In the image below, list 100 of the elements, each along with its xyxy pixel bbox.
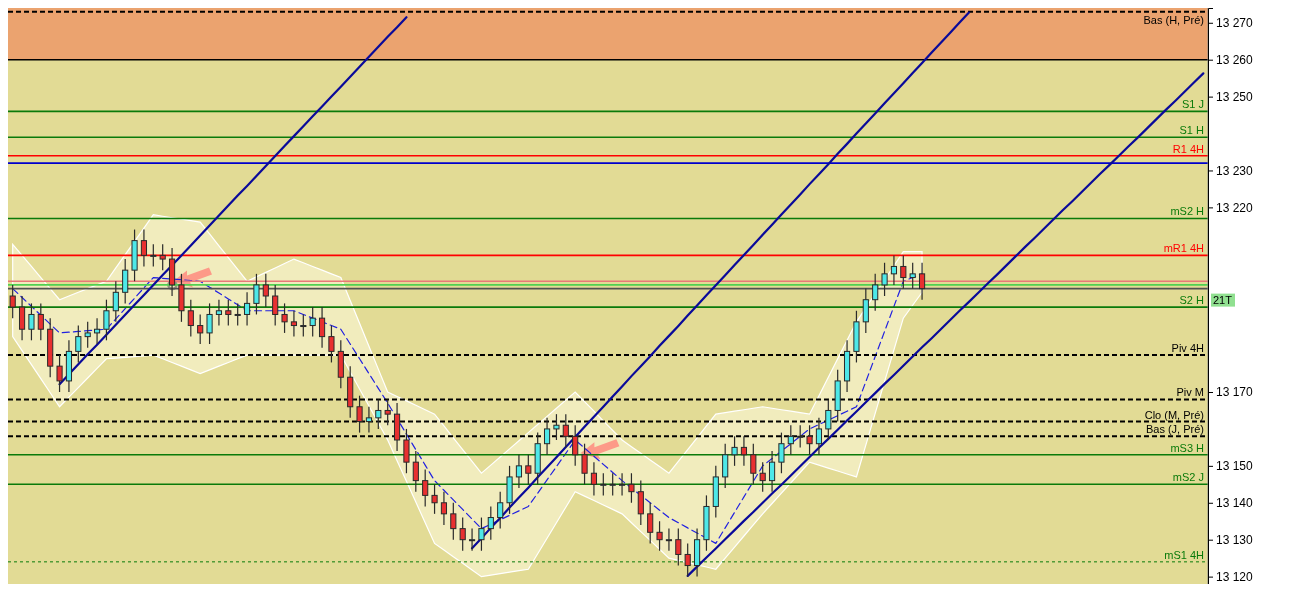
candlestick: [28, 302, 35, 341]
candlestick: [122, 258, 129, 304]
candlestick: [759, 461, 766, 493]
candlestick: [422, 468, 429, 508]
candlestick: [515, 454, 523, 489]
line-series: [470, 11, 971, 550]
candlestick: [797, 424, 804, 448]
candlestick: [600, 472, 607, 496]
candlestick: [609, 472, 616, 496]
ref-line-label: Clo (M, Pré): [1144, 408, 1204, 421]
candlestick: [750, 443, 757, 485]
candlestick: [84, 321, 91, 349]
candlestick: [890, 254, 898, 286]
candlestick: [318, 306, 326, 349]
candlestick: [290, 310, 298, 338]
candlestick: [365, 406, 373, 434]
candlestick: [206, 302, 213, 345]
y-tick-label: 13 220: [1216, 200, 1254, 215]
candlestick: [825, 398, 832, 441]
y-tick-label: 13 120: [1216, 569, 1254, 584]
candlestick: [159, 243, 166, 271]
y-tick-label: 13 130: [1216, 533, 1254, 548]
candlestick: [543, 417, 551, 456]
candlestick: [272, 284, 279, 327]
ref-line-label: S1 J: [1181, 98, 1204, 111]
candlestick: [872, 273, 879, 312]
candlestick: [581, 443, 588, 485]
candlestick: [253, 273, 260, 316]
candlestick: [225, 299, 232, 327]
candlestick: [665, 528, 673, 552]
candlestick: [403, 428, 410, 474]
candlestick: [815, 417, 823, 456]
ref-line-label: Bas (H, Pré): [1143, 13, 1204, 26]
candlestick: [243, 291, 251, 327]
candlestick: [722, 443, 729, 489]
candlestick: [412, 450, 419, 493]
y-tick-label: 13 270: [1216, 16, 1254, 31]
candlestick: [197, 313, 204, 345]
candlestick: [328, 324, 335, 364]
candlestick: [647, 502, 654, 544]
ref-line-label: mR1 4H: [1163, 242, 1205, 255]
line-series: [686, 72, 1205, 577]
candlestick: [281, 302, 288, 334]
y-tick-label: 13 250: [1216, 89, 1254, 104]
candlestick: [590, 461, 598, 496]
candlestick: [909, 262, 916, 290]
candlestick: [778, 432, 785, 474]
y-tick-label: 13 140: [1216, 496, 1254, 511]
ref-line-label: Bas (J, Pré): [1145, 423, 1204, 436]
candlestick: [806, 424, 813, 456]
candlestick: [459, 516, 466, 552]
candlestick: [684, 542, 691, 578]
candlestick: [637, 480, 644, 526]
candlestick: [768, 450, 776, 493]
candlestick: [450, 502, 457, 541]
candlestick: [112, 280, 119, 323]
candlestick: [300, 313, 307, 338]
candlestick: [356, 395, 363, 434]
candlestick: [900, 254, 907, 290]
ref-line-label: S2 H: [1179, 294, 1205, 307]
candlestick: [478, 516, 485, 552]
candlestick: [553, 413, 560, 441]
y-tick-label: 13 230: [1216, 163, 1254, 178]
candlestick: [93, 317, 101, 345]
candlestick: [497, 491, 504, 530]
candlestick: [215, 299, 223, 327]
candlestick: [234, 302, 241, 327]
candlestick: [918, 262, 926, 301]
candlestick: [787, 424, 794, 456]
candlestick: [103, 299, 110, 341]
candlestick: [525, 454, 532, 485]
candlestick: [262, 273, 269, 308]
candlestick: [862, 288, 869, 334]
candlestick: [75, 324, 82, 364]
text: 21T: [1213, 293, 1233, 306]
candlestick: [628, 472, 635, 504]
candlestick: [731, 435, 738, 467]
candlestick: [487, 505, 494, 541]
ref-line-label: R1 4H: [1172, 142, 1205, 155]
candlestick: [675, 528, 682, 567]
candlestick: [740, 435, 748, 467]
ref-line-label: Piv 4H: [1171, 342, 1205, 355]
candlestick: [384, 398, 391, 426]
candlestick: [431, 483, 438, 515]
y-tick-label: 13 170: [1216, 385, 1254, 400]
candlestick: [440, 491, 448, 526]
candlestick: [9, 284, 16, 319]
candlestick: [187, 299, 194, 338]
ref-line-label: mS2 H: [1170, 205, 1205, 218]
candlestick: [150, 243, 157, 268]
candlestick: [468, 528, 476, 552]
candlestick: [618, 472, 626, 496]
candlestick: [140, 228, 148, 268]
candlestick: [562, 413, 569, 448]
ref-line-label: mS1 4H: [1164, 548, 1205, 561]
y-tick-label: 13 150: [1216, 459, 1254, 474]
candlestick: [572, 424, 579, 467]
candlestick: [56, 354, 63, 393]
ref-line-label: Piv M: [1176, 386, 1204, 399]
ref-line-label: mS3 H: [1170, 441, 1205, 454]
